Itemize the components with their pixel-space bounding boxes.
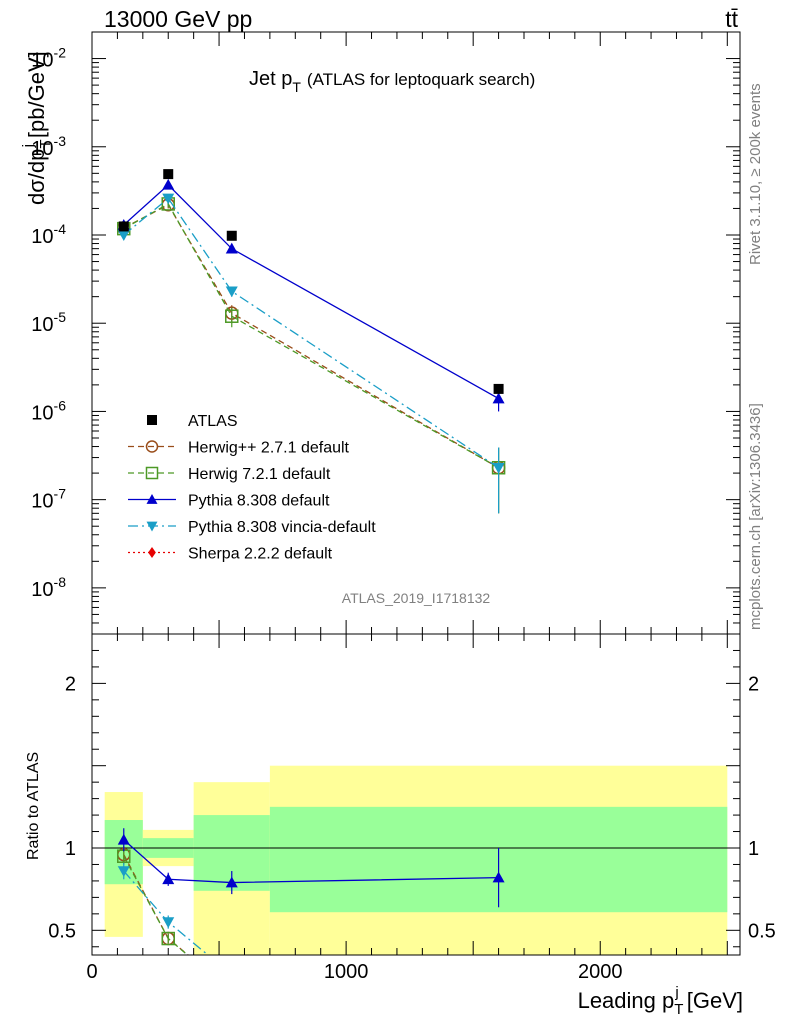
main-series-layer — [117, 169, 506, 514]
svg-text:Ratio to ATLAS: Ratio to ATLAS — [25, 752, 42, 860]
legend-label: Pythia 8.308 vincia-default — [188, 519, 376, 536]
axes-layer: 10-2 10-3 10-4 10-5 10-6 10-7 10-8 0 1000 2000 2 2 1… — [31, 31, 776, 983]
series-marker — [226, 970, 238, 981]
series-line — [123, 203, 499, 469]
series-marker — [146, 521, 158, 532]
ratio-series-line — [123, 839, 499, 884]
ratio-tick-label-right: 1 — [748, 838, 759, 860]
main-plot-frame — [91, 31, 741, 635]
series-marker — [162, 193, 175, 205]
svg-text:Rivet 3.1.10, ≥ 200k events: Rivet 3.1.10, ≥ 200k events — [747, 83, 764, 265]
series-marker — [493, 985, 505, 997]
series-marker — [162, 178, 175, 190]
series-marker — [117, 230, 130, 241]
series-marker — [148, 547, 156, 558]
series-line — [123, 203, 499, 469]
x-tick-label: 2000 — [578, 961, 623, 983]
x-axis-label: Leading pTj [GeV] — [578, 984, 743, 1018]
series-marker — [492, 392, 505, 404]
y-axis-label: dσ/dpTj[pb/GeV] — [20, 51, 54, 205]
side-text-top: Rivet 3.1.10, ≥ 200k events — [747, 83, 764, 265]
ratio-axis-label: Ratio to ATLAS — [25, 752, 42, 860]
legend-label: Herwig++ 2.7.1 default — [188, 440, 350, 457]
series-line — [123, 183, 499, 400]
y-tick-label: 10-6 — [31, 397, 66, 424]
data-marker — [226, 230, 237, 241]
series-marker — [226, 987, 238, 999]
series-marker — [225, 286, 238, 298]
x-tick-label: 0 — [86, 961, 97, 983]
y-tick-label: 10-4 — [31, 221, 66, 248]
series-marker — [493, 986, 505, 997]
series-marker — [162, 873, 175, 885]
x-tick-label: 1000 — [324, 961, 369, 983]
header-right: tt̄ — [725, 6, 738, 32]
series-marker — [225, 309, 239, 323]
side-text-bottom: mcplots.cern.ch [arXiv:1306.3436] — [747, 403, 764, 630]
data-marker — [163, 169, 174, 180]
series-marker — [145, 440, 159, 453]
series-marker — [225, 242, 238, 254]
analysis-watermark: ATLAS_2019_I1718132 — [342, 590, 491, 606]
svg-text:dσ/dpTj[pb/GeV]: dσ/dpTj[pb/GeV] — [20, 51, 54, 205]
svg-text:mcplots.cern.ch [arXiv:1306.34: mcplots.cern.ch [arXiv:1306.3436] — [747, 403, 764, 630]
header-left: 13000 GeV pp — [104, 6, 252, 32]
series-marker — [492, 871, 505, 883]
series-marker — [146, 494, 158, 504]
data-marker — [118, 221, 129, 232]
ratio-tick-label-right: 2 — [748, 673, 759, 695]
ratio-tick-label-left: 2 — [65, 673, 76, 695]
ratio-plot-frame — [91, 633, 741, 956]
ratio-series-line — [123, 870, 209, 955]
series-marker — [493, 985, 505, 997]
y-tick-label: 10-8 — [31, 574, 66, 601]
legend-label: ATLAS — [188, 413, 238, 430]
legend-label: Herwig 7.2.1 default — [188, 466, 331, 483]
series-marker — [145, 466, 159, 480]
legend: ATLAS Herwig++ 2.7.1 default Herwig 7.2.1 … — [128, 413, 376, 563]
data-marker — [493, 383, 504, 394]
chart-title: Jet pT (ATLAS for leptoquark search) — [249, 68, 535, 95]
y-tick-label: 10-5 — [31, 309, 66, 336]
y-tick-label: 10-7 — [31, 486, 66, 513]
ratio-tick-label-right: 0.5 — [748, 920, 776, 942]
ratio-tick-label-left: 1 — [65, 838, 76, 860]
series-marker — [117, 866, 130, 878]
legend-label: Pythia 8.308 default — [188, 493, 330, 510]
ratio-series-layer — [117, 828, 505, 999]
series-marker — [226, 985, 238, 997]
series-line — [123, 197, 499, 469]
series-marker — [117, 833, 130, 845]
data-marker — [147, 415, 157, 425]
legend-label: Sherpa 2.2.2 default — [188, 546, 333, 563]
series-marker — [492, 462, 505, 474]
series-marker — [161, 931, 175, 946]
y-tick-label: 10-3 — [31, 133, 66, 160]
series-marker — [225, 876, 238, 888]
y-tick-label: 10-2 — [31, 45, 66, 72]
ratio-tick-label-left: 0.5 — [48, 920, 76, 942]
series-marker — [162, 917, 175, 929]
